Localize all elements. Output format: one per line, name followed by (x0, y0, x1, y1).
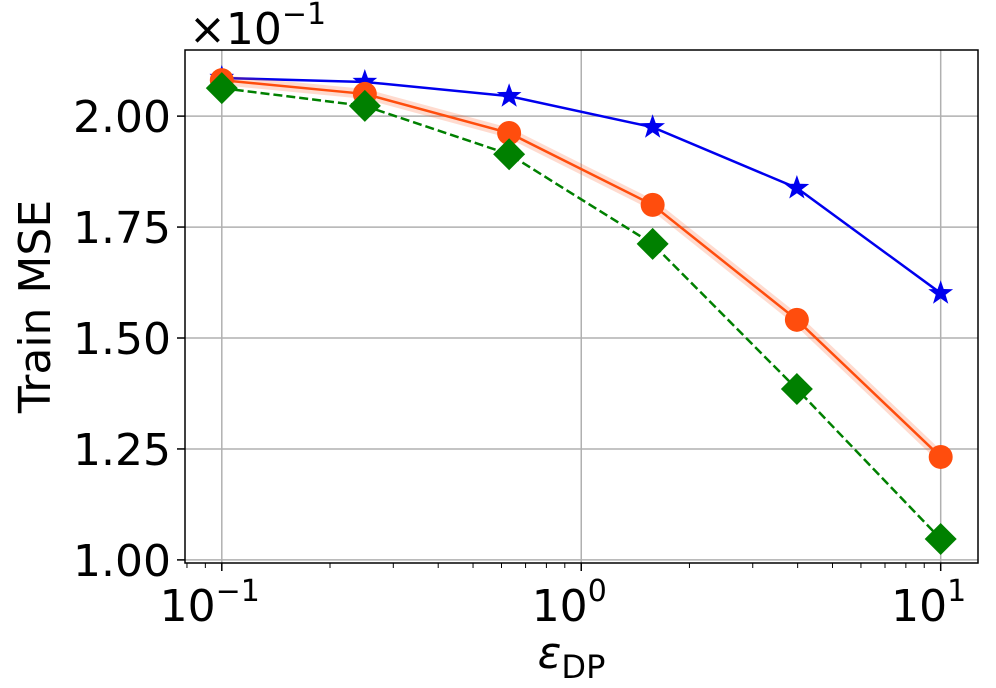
offset-exponent: −1 (282, 0, 326, 32)
y-tick-label: 1.00 (73, 536, 171, 587)
offset-text: ×10−1 (189, 0, 326, 55)
x-tick-base: 10 (160, 581, 216, 632)
marker (784, 307, 809, 332)
plot-frame (184, 49, 979, 564)
x-tick-exponent: −1 (216, 574, 260, 609)
marker (636, 227, 669, 260)
marker (784, 175, 810, 199)
offset-base: ×10 (189, 4, 282, 55)
y-tick-label: 2.00 (73, 92, 171, 143)
marker (497, 120, 522, 145)
marker (496, 83, 522, 107)
y-axis-label: Train MSE (10, 200, 61, 414)
x-tick-exponent: 1 (947, 574, 966, 609)
marker (640, 192, 665, 217)
series-line (221, 76, 942, 295)
x-tick-label: 10−1 (160, 574, 260, 632)
y-tick-label: 1.25 (73, 425, 171, 476)
marker (640, 114, 665, 138)
x-tick-base: 10 (891, 581, 947, 632)
marker (924, 523, 957, 556)
marker (928, 444, 953, 469)
x-tick-label: 100 (532, 574, 607, 632)
marker (205, 72, 238, 105)
marker (928, 280, 954, 304)
marker (780, 373, 813, 406)
marker (493, 138, 526, 171)
x-tick-label: 101 (891, 574, 966, 632)
x-label-symbol: ε (538, 628, 562, 679)
marker (352, 69, 378, 93)
series-line (221, 86, 942, 540)
marker (348, 89, 381, 122)
x-label-subscript: DP (561, 648, 605, 686)
series-line (221, 78, 942, 458)
x-axis-label: εDP (538, 628, 606, 686)
y-tick-label: 1.75 (73, 203, 171, 254)
x-tick-exponent: 0 (588, 574, 607, 609)
x-tick-base: 10 (532, 581, 588, 632)
y-tick-label: 1.50 (73, 314, 171, 365)
